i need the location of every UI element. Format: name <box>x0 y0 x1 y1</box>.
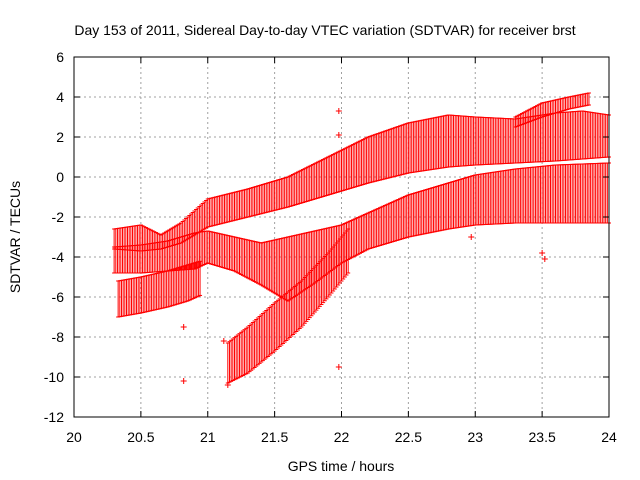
x-tick-label: 23.5 <box>529 429 556 445</box>
y-tick-label: -10 <box>44 369 64 385</box>
x-tick-label: 21.5 <box>261 429 288 445</box>
x-axis-label: GPS time / hours <box>288 458 395 474</box>
y-tick-label: -6 <box>52 289 65 305</box>
y-tick-label: 0 <box>56 169 64 185</box>
x-tick-label: 20.5 <box>127 429 154 445</box>
x-tick-label: 22.5 <box>395 429 422 445</box>
x-tick-label: 21 <box>200 429 216 445</box>
y-tick-label: 6 <box>56 49 64 65</box>
y-tick-label: -4 <box>52 249 65 265</box>
y-tick-label: 4 <box>56 89 64 105</box>
x-tick-label: 20 <box>66 429 82 445</box>
y-axis-label: SDTVAR / TECUs <box>7 181 23 293</box>
y-axis-ticks: -12 -10 -8 -6 -4 -2 0 2 4 6 <box>44 49 609 425</box>
y-tick-label: -2 <box>52 209 65 225</box>
y-tick-label: -12 <box>44 409 64 425</box>
x-tick-label: 24 <box>601 429 617 445</box>
x-tick-label: 22 <box>334 429 350 445</box>
chart-title: Day 153 of 2011, Sidereal Day-to-day VTE… <box>74 22 575 38</box>
y-tick-label: 2 <box>56 129 64 145</box>
x-axis-ticks: 20 20.5 21 21.5 22 22.5 23 23.5 24 <box>66 57 617 445</box>
x-tick-label: 23 <box>467 429 483 445</box>
y-tick-label: -8 <box>52 329 65 345</box>
plot-data-points <box>112 92 611 388</box>
